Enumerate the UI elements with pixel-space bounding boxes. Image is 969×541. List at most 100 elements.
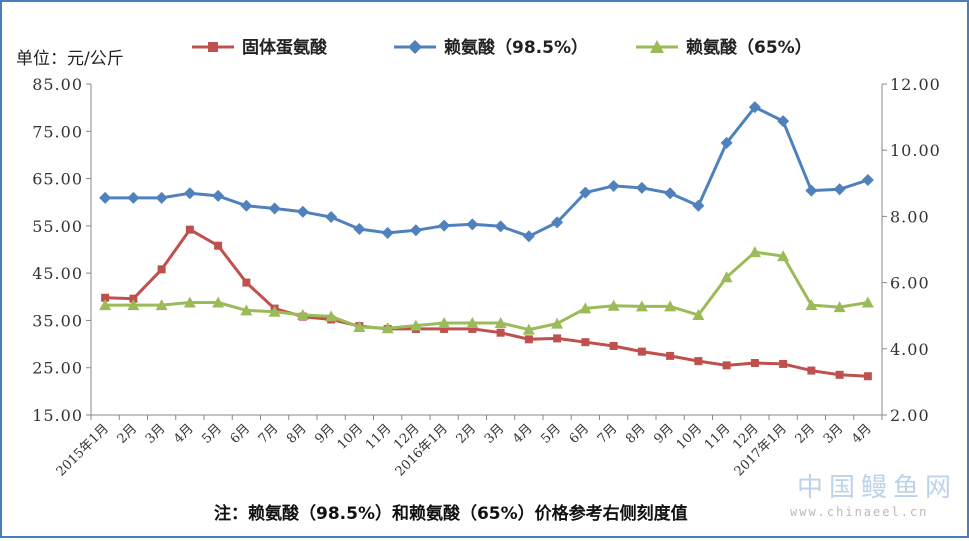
data-point-square: [553, 334, 562, 343]
data-point-diamond: [325, 211, 338, 224]
legend-marker-triangle: [650, 40, 664, 53]
data-point-diamond: [720, 136, 733, 149]
data-point-diamond: [805, 184, 818, 197]
data-point-square: [581, 338, 590, 347]
data-point-square: [779, 359, 788, 368]
data-point-diamond: [522, 230, 535, 243]
data-point-diamond: [635, 181, 648, 194]
data-point-triangle: [268, 305, 281, 317]
data-point-triangle: [579, 302, 592, 314]
data-point-diamond: [409, 224, 422, 237]
data-point-square: [129, 294, 138, 303]
x-tick-label: 9月: [312, 421, 338, 447]
x-tick-label: 7月: [595, 421, 621, 447]
right-tick-label: 6.00: [890, 274, 930, 293]
data-point-diamond: [777, 115, 790, 128]
legend: 固体蛋氨酸 赖氨酸（98.5%） 赖氨酸（65%）: [192, 37, 812, 58]
data-point-square: [807, 366, 816, 375]
watermark-title: 中国鳗鱼网: [797, 473, 957, 503]
data-point-diamond: [127, 191, 140, 204]
watermark-url: www.chinaeel.cn: [790, 505, 928, 519]
data-point-diamond: [99, 191, 112, 204]
series-line: [105, 250, 869, 332]
data-point-diamond: [155, 191, 168, 204]
data-point-diamond: [692, 199, 705, 212]
x-tick-label: 8月: [284, 421, 310, 447]
left-tick-label: 75.00: [32, 122, 83, 141]
data-point-diamond: [466, 218, 479, 231]
legend-label-lysine-65: 赖氨酸（65%）: [686, 37, 812, 58]
data-point-triangle: [777, 250, 790, 262]
data-point-diamond: [607, 179, 620, 192]
series-2: [99, 246, 874, 335]
x-tick-label: 5月: [199, 421, 225, 447]
x-tick-label: 9月: [651, 421, 677, 447]
data-point-diamond: [861, 173, 874, 186]
x-tick-label: 6月: [228, 421, 254, 447]
x-tick-label: 3月: [821, 421, 847, 447]
data-point-square: [835, 370, 844, 379]
data-point-triangle: [551, 317, 564, 329]
x-tick-label: 3月: [143, 421, 169, 447]
data-point-triangle: [127, 299, 140, 311]
legend-item-lysine-65: 赖氨酸（65%）: [636, 37, 812, 58]
data-point-square: [157, 265, 166, 274]
left-tick-label: 55.00: [32, 217, 83, 236]
data-point-square: [440, 324, 449, 333]
data-point-square: [524, 335, 533, 344]
left-tick-label: 85.00: [32, 75, 83, 94]
data-point-diamond: [240, 199, 253, 212]
data-point-triangle: [409, 319, 422, 331]
x-tick-label: 7月: [256, 421, 282, 447]
data-point-triangle: [748, 246, 761, 258]
data-point-diamond: [381, 226, 394, 239]
x-tick-label: 10月: [335, 421, 366, 452]
x-tick-label: 8月: [623, 421, 649, 447]
x-tick-label: 4月: [849, 421, 875, 447]
data-point-diamond: [664, 187, 677, 200]
data-point-square: [185, 225, 194, 234]
series-line: [105, 105, 869, 238]
data-point-triangle: [438, 316, 451, 328]
x-tick-label: 2月: [115, 421, 141, 447]
x-tick-label: 2月: [793, 421, 819, 447]
left-tick-label: 15.00: [32, 406, 83, 425]
data-point-triangle: [635, 300, 648, 312]
data-point-square: [750, 358, 759, 367]
data-point-square: [496, 328, 505, 337]
data-point-triangle: [805, 299, 818, 311]
data-point-triangle: [155, 299, 168, 311]
series-layer: [99, 101, 874, 381]
data-point-triangle: [381, 322, 394, 334]
data-point-diamond: [438, 219, 451, 232]
x-tick-label: 2月: [454, 421, 480, 447]
data-point-triangle: [494, 316, 507, 328]
data-point-triangle: [861, 296, 874, 308]
right-tick-label: 8.00: [890, 207, 930, 226]
x-tick-label: 4月: [510, 421, 536, 447]
data-point-triangle: [240, 304, 253, 316]
legend-item-methionine: 固体蛋氨酸: [192, 37, 328, 58]
data-point-square: [468, 324, 477, 333]
data-point-diamond: [268, 202, 281, 215]
data-point-diamond: [748, 101, 761, 114]
data-point-triangle: [325, 310, 338, 322]
left-tick-label: 35.00: [32, 311, 83, 330]
data-point-diamond: [551, 216, 564, 229]
data-point-square: [609, 341, 618, 350]
data-point-diamond: [494, 220, 507, 233]
data-point-triangle: [664, 300, 677, 312]
data-point-triangle: [353, 320, 366, 332]
left-tick-label: 45.00: [32, 264, 83, 283]
data-point-square: [214, 241, 223, 250]
data-point-diamond: [183, 187, 196, 200]
x-tick-label: 4月: [171, 421, 197, 447]
data-point-triangle: [522, 323, 535, 335]
data-point-triangle: [212, 296, 225, 308]
data-point-triangle: [466, 316, 479, 328]
data-point-triangle: [720, 271, 733, 283]
data-point-square: [666, 351, 675, 360]
x-tick-label: 6月: [567, 421, 593, 447]
right-tick-label: 4.00: [890, 340, 930, 359]
